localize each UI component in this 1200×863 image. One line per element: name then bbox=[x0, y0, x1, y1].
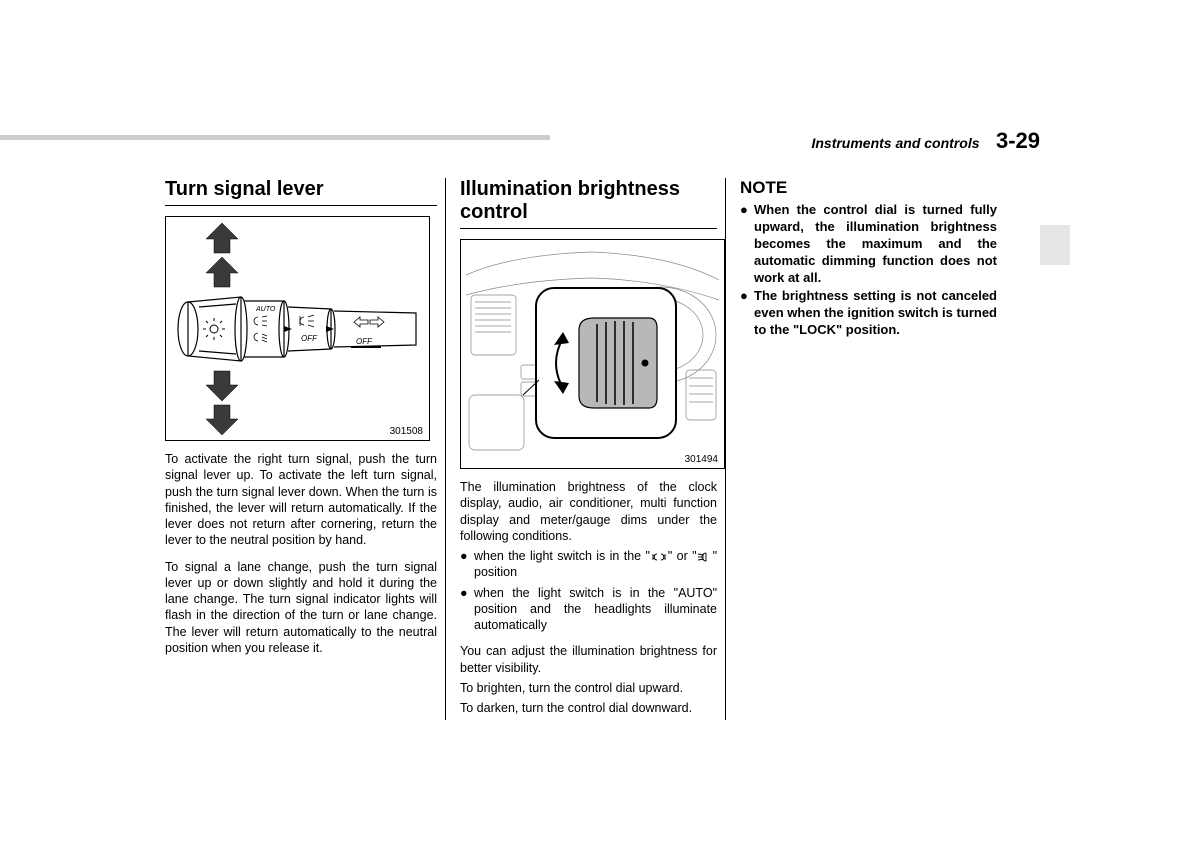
column-layout: Turn signal lever bbox=[165, 178, 1040, 720]
note-bullet-1: ● When the control dial is turned fully … bbox=[740, 202, 997, 286]
column-3: NOTE ● When the control dial is turned f… bbox=[725, 178, 1005, 720]
figure-number-2: 301494 bbox=[685, 454, 718, 465]
figure-turn-signal-lever: AUTO OFF bbox=[165, 216, 430, 441]
label-off-1: OFF bbox=[301, 334, 318, 343]
bullet-dot-icon: ● bbox=[740, 288, 754, 339]
label-auto: AUTO bbox=[255, 306, 276, 313]
note-heading: NOTE bbox=[740, 178, 997, 198]
turn-signal-para-1: To activate the right turn signal, push … bbox=[165, 451, 437, 549]
brightness-control-illustration bbox=[461, 240, 724, 468]
bullet-dot-icon: ● bbox=[460, 585, 474, 634]
parking-light-icon bbox=[650, 552, 668, 562]
column-2: Illumination brightness control bbox=[445, 178, 725, 720]
note-2-text: The brightness setting is not canceled e… bbox=[754, 288, 997, 339]
illumination-para-1: The illumination brightness of the clock… bbox=[460, 479, 717, 544]
bullet-1-text: when the light switch is in the "" or ""… bbox=[474, 548, 717, 581]
column-1: Turn signal lever bbox=[165, 178, 445, 720]
bullet-dot-icon: ● bbox=[460, 548, 474, 581]
page-edge-tab bbox=[1040, 225, 1070, 265]
note-1-text: When the control dial is turned fully up… bbox=[754, 202, 997, 286]
illumination-para-4: To darken, turn the control dial downwar… bbox=[460, 700, 717, 716]
label-off-2: OFF bbox=[356, 337, 373, 346]
bullet-1-pre: when the light switch is in the " bbox=[474, 549, 650, 563]
turn-signal-title: Turn signal lever bbox=[165, 178, 437, 206]
bullet-2-text: when the light switch is in the "AUTO" p… bbox=[474, 585, 717, 634]
figure-number-1: 301508 bbox=[390, 426, 423, 437]
illumination-title: Illumination brightness control bbox=[460, 178, 717, 229]
headlight-icon bbox=[697, 552, 713, 562]
bullet-1-mid: " or " bbox=[668, 549, 697, 563]
turn-signal-para-2: To signal a lane change, push the turn s… bbox=[165, 559, 437, 657]
illumination-bullet-2: ● when the light switch is in the "AUTO"… bbox=[460, 585, 717, 634]
figure-brightness-control: 301494 bbox=[460, 239, 725, 469]
illumination-bullet-1: ● when the light switch is in the " " or … bbox=[460, 548, 717, 581]
illumination-para-2: You can adjust the illumination brightne… bbox=[460, 643, 717, 676]
bullet-dot-icon: ● bbox=[740, 202, 754, 286]
illumination-para-3: To brighten, turn the control dial upwar… bbox=[460, 680, 717, 696]
page-content: Turn signal lever bbox=[165, 130, 1040, 720]
note-bullet-2: ● The brightness setting is not canceled… bbox=[740, 288, 997, 339]
turn-signal-lever-illustration: AUTO OFF bbox=[166, 217, 429, 440]
